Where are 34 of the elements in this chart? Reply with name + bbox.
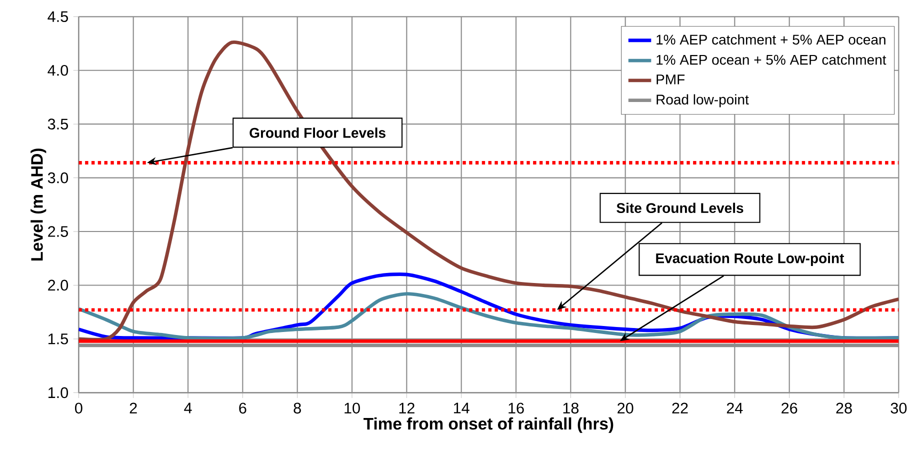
- x-tick-label: 26: [782, 402, 798, 414]
- y-tick-label: 1.0: [48, 387, 68, 398]
- x-axis-title: Time from onset of rainfall (hrs): [364, 417, 614, 433]
- y-tick-label: 4.0: [48, 64, 68, 76]
- line-series: [78, 292, 899, 340]
- legend-label: Road low-point: [656, 94, 749, 108]
- x-tick-label: 10: [344, 402, 360, 414]
- x-tick-label: 20: [618, 402, 634, 414]
- y-axis-title: Level (m AHD): [30, 148, 46, 261]
- y-tick-label: 4.5: [48, 11, 68, 22]
- y-tick-label: 2.0: [48, 280, 68, 291]
- x-tick-label: 22: [672, 402, 688, 414]
- legend-label: 1% AEP catchment + 5% AEP ocean: [656, 34, 886, 45]
- x-tick-label: 28: [836, 402, 852, 414]
- ref-line-label: Ground Floor Levels: [250, 128, 386, 138]
- y-tick-label: 3.0: [48, 172, 68, 184]
- x-tick-label: 12: [399, 402, 414, 414]
- x-tick-label: 4: [184, 402, 192, 414]
- x-tick-label: 14: [454, 402, 470, 414]
- x-tick-label: 30: [890, 402, 907, 414]
- legend-label: 1% AEP ocean + 5% AEP catchment: [656, 54, 886, 65]
- y-tick-label: 2.5: [48, 226, 68, 237]
- y-tick-label: 1.5: [48, 334, 68, 344]
- x-tick-label: 2: [130, 402, 137, 414]
- x-tick-label: 24: [726, 402, 743, 414]
- x-tick-label: 16: [508, 402, 524, 414]
- x-tick-label: 6: [239, 402, 246, 414]
- ref-line-label: Evacuation Route Low-point: [656, 252, 844, 266]
- y-tick-label: 3.5: [48, 118, 68, 130]
- ref-line-label: Site Ground Levels: [616, 202, 744, 214]
- x-tick-label: 0: [75, 402, 82, 414]
- x-tick-label: 8: [294, 402, 301, 414]
- x-tick-label: 18: [563, 402, 579, 414]
- legend-label: PMF: [656, 74, 685, 84]
